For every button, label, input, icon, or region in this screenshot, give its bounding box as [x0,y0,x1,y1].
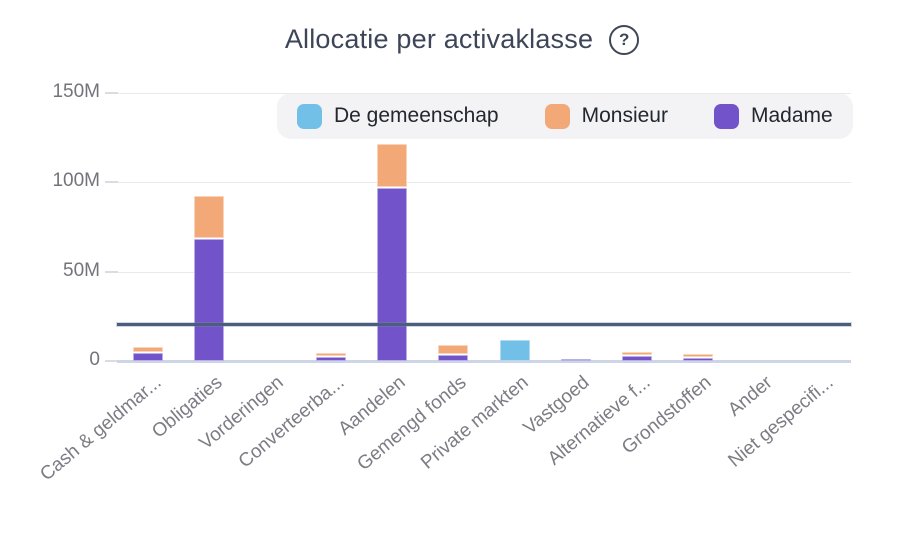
legend-swatch-blue-icon [297,103,322,129]
legend-label: De gemeenschap [334,104,499,127]
gridline [117,93,851,95]
y-axis-label: 100M [52,170,100,192]
bar-segment-madame[interactable] [133,353,163,361]
legend-item-monsieur[interactable]: Monsieur [544,103,668,129]
bar-segment-monsieur[interactable] [377,144,407,187]
y-axis-tick [105,270,118,273]
bar-segment-madame[interactable] [194,239,224,361]
bar-segment-madame[interactable] [377,188,407,361]
bar-segment-monsieur[interactable] [133,347,163,352]
bar-segment-de-gemeenschap[interactable] [500,340,530,361]
legend-item-de-gemeenschap[interactable]: De gemeenschap [297,103,499,129]
bar-segment-monsieur[interactable] [622,352,652,355]
bar-segment-monsieur[interactable] [316,353,346,356]
legend-swatch-orange-icon [544,103,570,129]
help-icon[interactable]: ? [609,24,640,55]
benchmark-line [117,323,851,326]
bar-segment-monsieur[interactable] [438,345,468,354]
bar-segment-monsieur[interactable] [683,354,713,357]
chart-title: Allocatie per activaklasse [284,24,594,54]
y-axis-tick [105,181,118,184]
x-axis-line [117,360,851,363]
y-axis-label: 0 [89,349,100,370]
chart-header: Allocatie per activaklasse ? [0,24,924,55]
legend-swatch-purple-icon [713,103,739,129]
chart-legend: De gemeenschap Monsieur Madame [277,93,853,139]
y-axis-label: 150M [52,81,100,103]
legend-label: Madame [750,104,833,127]
y-axis-label: 50M [63,259,100,281]
bar-segment-madame[interactable] [561,359,591,361]
bar-segment-madame[interactable] [438,355,468,361]
legend-label: Monsieur [581,104,668,127]
gridline [117,182,851,184]
gridline [117,271,851,273]
legend-item-madame[interactable]: Madame [713,103,833,129]
y-axis-tick [105,92,118,95]
y-axis-tick [105,360,118,362]
bar-segment-madame[interactable] [316,357,346,361]
bar-segment-monsieur[interactable] [194,196,224,238]
bar-segment-madame[interactable] [683,358,713,361]
bar-segment-madame[interactable] [622,356,652,361]
